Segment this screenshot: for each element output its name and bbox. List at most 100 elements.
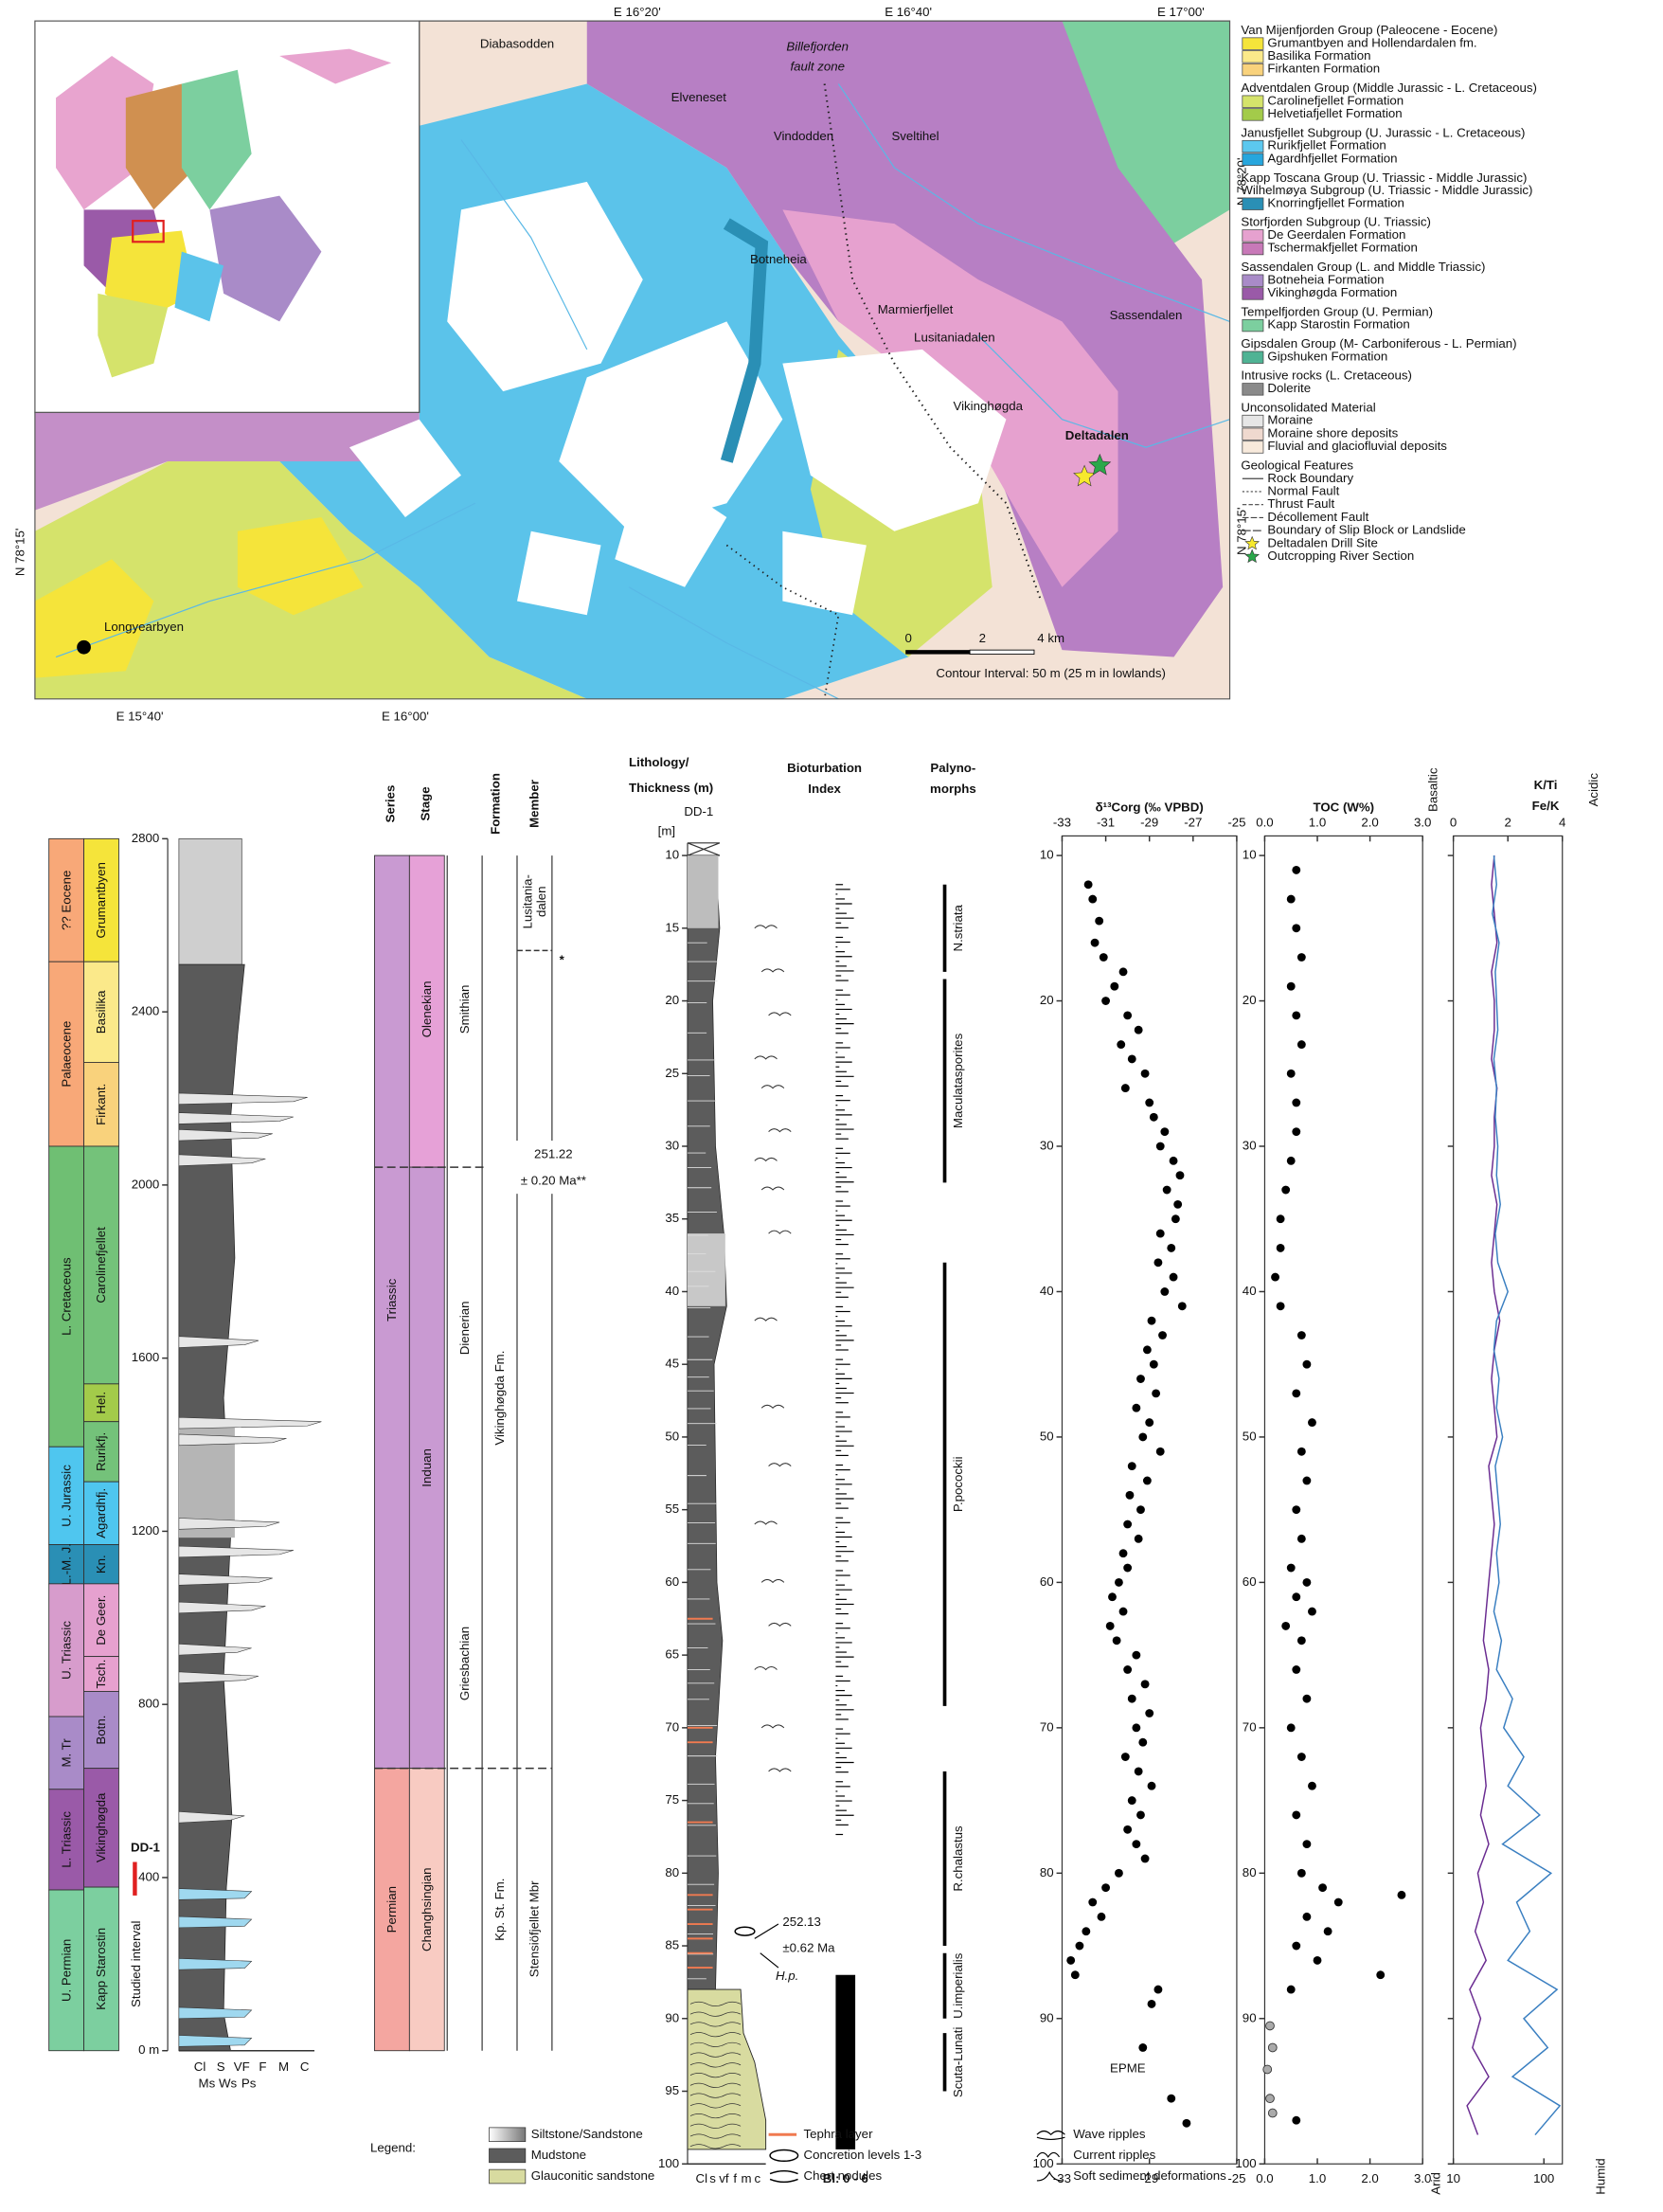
inset-frame	[132, 220, 165, 243]
depth-tick-label: 40	[1040, 1284, 1054, 1298]
sand-lens	[178, 1336, 259, 1348]
data-point	[1286, 1723, 1296, 1733]
data-point	[1292, 2115, 1301, 2125]
chart-title: TOC (W%)	[1314, 800, 1375, 814]
x-tick-label: 1.0	[1309, 2171, 1326, 2185]
period-label: L. Cretaceous	[59, 1257, 73, 1336]
grain-size-label: M	[278, 2059, 289, 2074]
formation-label: Vikinghøgda Fm.	[492, 1351, 507, 1446]
data-point	[1177, 1302, 1187, 1311]
formation-box	[83, 1421, 119, 1483]
formation-label: Basilika	[94, 990, 108, 1034]
panel-frame	[1263, 835, 1423, 2165]
legend-item: Décollement Fault	[1267, 510, 1368, 524]
drill-site	[1073, 464, 1097, 487]
x-tick-label: 0.0	[1256, 2171, 1273, 2185]
depth-tick-label: 80	[1243, 1865, 1257, 1879]
data-point	[1286, 1156, 1296, 1165]
formation-label: Tsch.	[94, 1660, 108, 1689]
sand-lamina	[689, 2041, 742, 2047]
data-point	[1127, 1796, 1136, 1806]
ripple-symbol	[760, 1085, 785, 1089]
depth-tick-label: 95	[665, 2083, 679, 2097]
ripple-symbol	[760, 1404, 785, 1409]
data-point	[1286, 1563, 1296, 1573]
period-label: L. Triassic	[59, 1811, 73, 1868]
place-label: Vikinghøgda	[954, 399, 1024, 413]
legend-swatch	[1242, 351, 1264, 364]
inset-land	[181, 69, 252, 210]
formation-box	[83, 1886, 119, 2052]
formation-label: Carolinefjellet	[94, 1227, 108, 1304]
legend-swatch	[489, 2148, 527, 2164]
inset-land	[174, 251, 224, 322]
legend-entry: Fe/K	[1532, 799, 1560, 813]
stream	[977, 334, 1230, 448]
substage-label: Dienerian	[457, 1301, 472, 1355]
legend-swatch	[1242, 427, 1264, 441]
formation-label: Vikinghøgda	[94, 1792, 108, 1862]
ripple-symbol	[768, 1128, 792, 1133]
data-point	[1153, 1985, 1163, 1994]
legend-item: Concretion levels 1-3	[803, 2148, 921, 2162]
legend-swatch	[769, 2149, 799, 2163]
legend-swatch	[1036, 2170, 1063, 2182]
legend-item: Kapp Starostin Formation	[1267, 317, 1409, 332]
data-point	[1132, 1403, 1141, 1412]
bioturbation-title: Bioturbation	[787, 761, 862, 775]
data-point	[1134, 1025, 1143, 1034]
town-marker	[77, 639, 91, 655]
place-label: Elveneset	[671, 90, 727, 104]
data-point	[1167, 1243, 1176, 1252]
data-point	[1138, 1737, 1148, 1747]
legend-swatch	[1242, 37, 1264, 50]
period-label: ?? Eocene	[59, 871, 73, 930]
legend-item: Basilika Formation	[1267, 48, 1370, 63]
map-tick: E 17°00'	[1157, 5, 1205, 19]
x-tick-label: 2	[1504, 816, 1511, 830]
data-point	[1145, 1418, 1154, 1428]
sand-lamina	[689, 2032, 742, 2038]
legend-item: Rurikfjellet Formation	[1267, 138, 1386, 153]
depth-tick-label: 35	[665, 1211, 679, 1225]
legend-item: Carolinefjellet Formation	[1267, 93, 1404, 107]
data-point	[1149, 1359, 1158, 1369]
thickness-tick-label: 2400	[132, 1004, 160, 1018]
palynomorph-title: Palyno-	[930, 761, 975, 775]
map-tick: E 16°20'	[614, 5, 661, 19]
ripple-symbol	[768, 1622, 792, 1628]
data-point	[1123, 1665, 1133, 1674]
ripple-symbol	[754, 925, 778, 929]
data-point	[1276, 1214, 1285, 1224]
depth-tick-label: 60	[1040, 1574, 1054, 1589]
depth-tick-label: 90	[1040, 2010, 1054, 2024]
sand-lamina	[689, 2133, 742, 2139]
legend-item: Helvetiafjellet Formation	[1267, 106, 1402, 120]
grain-size-label: Cl	[194, 2059, 206, 2074]
data-point	[1140, 1069, 1150, 1078]
data-point	[1132, 1650, 1141, 1660]
place-label: Diabasodden	[480, 37, 554, 51]
figure-body: Diabasodden Billefjorden fault zone Elvenes…	[13, 5, 1608, 2195]
sand-lens	[178, 1518, 280, 1530]
legend-swatch	[1242, 108, 1264, 121]
data-point	[1276, 1302, 1285, 1311]
legend-item: Grumantbyen and Hollendardalen fm.	[1267, 35, 1476, 49]
ripple-symbol	[760, 968, 785, 973]
place-label: fault zone	[790, 59, 845, 73]
glacier	[349, 419, 461, 517]
period-label: L.-M. J.	[59, 1543, 73, 1585]
sand-lens	[178, 1154, 266, 1166]
grain-size-label: VF	[234, 2059, 250, 2074]
legend-swatch	[1036, 2151, 1061, 2158]
data-point	[1302, 1359, 1312, 1369]
x-tick-label: 3.0	[1414, 816, 1431, 830]
data-point	[1118, 1549, 1128, 1558]
legend-item: Siltstone/Sandstone	[531, 2127, 643, 2141]
map-yellow	[237, 516, 364, 616]
data-point	[1123, 1563, 1133, 1573]
place-label: Marmierfjellet	[878, 302, 954, 316]
core-label: DD-1	[684, 804, 713, 818]
data-point	[1308, 1781, 1316, 1790]
